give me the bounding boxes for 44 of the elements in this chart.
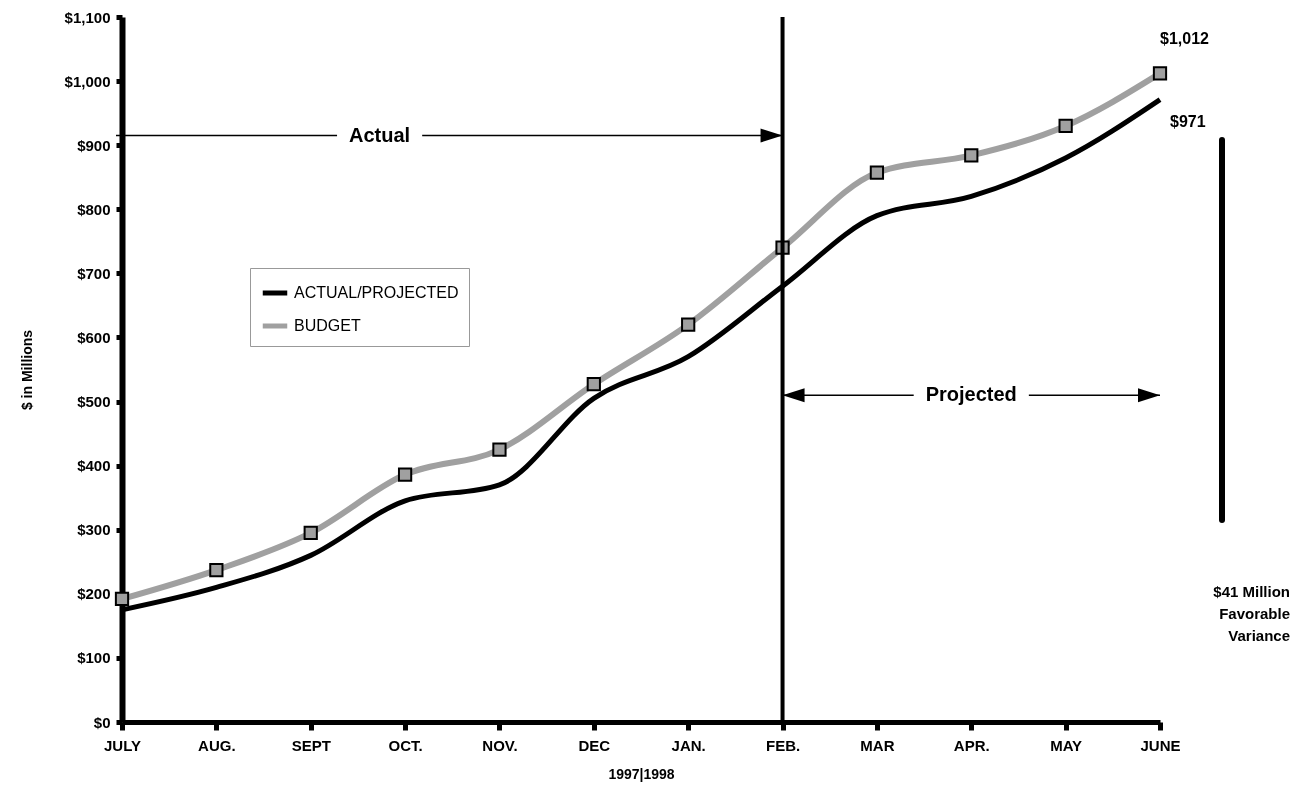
y-tick-label: $1,000: [64, 72, 111, 90]
data-label: $971: [1170, 112, 1206, 130]
point: [209, 562, 224, 578]
x-axis-title: 1997|1998: [608, 765, 675, 782]
point: [1152, 66, 1168, 81]
x-tick-label: AUG.: [198, 736, 236, 754]
y-tick-label: $200: [77, 585, 111, 603]
y-tick-label: $300: [77, 521, 111, 539]
annotation: Actual: [349, 123, 411, 146]
y-tick-label: $1,100: [64, 8, 111, 26]
x-tick-label: JUNE: [1140, 736, 1181, 754]
data-label: $1,012: [1160, 30, 1210, 48]
x-tick-label: NOV.: [482, 736, 518, 754]
y-tick-label: $600: [77, 328, 111, 346]
legend-label: BUDGET: [294, 317, 361, 334]
y-tick-label: $100: [77, 649, 111, 667]
point: [397, 467, 413, 482]
point: [964, 148, 979, 163]
x-tick-label: MAY: [1050, 736, 1083, 754]
point: [114, 591, 130, 607]
annotation: Projected: [925, 383, 1017, 406]
point: [586, 377, 601, 392]
point: [492, 442, 507, 457]
point: [681, 317, 696, 332]
x-tick-label: OCT.: [388, 736, 423, 754]
legend-label: ACTUAL/PROJECTED: [294, 284, 459, 301]
y-axis-title: $ in Millions: [18, 329, 35, 411]
y-tick-label: $900: [77, 136, 111, 154]
point: [303, 525, 318, 541]
text: $41 Million Favorable Variance: [1213, 583, 1290, 644]
point: [1058, 118, 1073, 134]
x-tick-label: FEB.: [765, 736, 801, 754]
point: [869, 165, 885, 180]
x-tick-label: JAN.: [671, 736, 706, 754]
y-tick-label: $700: [77, 264, 111, 282]
y-tick-label: $500: [77, 393, 111, 411]
y-tick-label: $400: [77, 457, 111, 475]
x-tick-label: MAR: [860, 736, 895, 754]
x-tick-label: SEPT: [291, 736, 331, 754]
x-tick-label: APR.: [953, 736, 990, 754]
x-tick-label: DEC: [578, 736, 611, 754]
y-tick-label: $0: [93, 713, 111, 731]
x-tick-label: JULY: [104, 736, 141, 754]
y-tick-label: $800: [77, 200, 111, 218]
